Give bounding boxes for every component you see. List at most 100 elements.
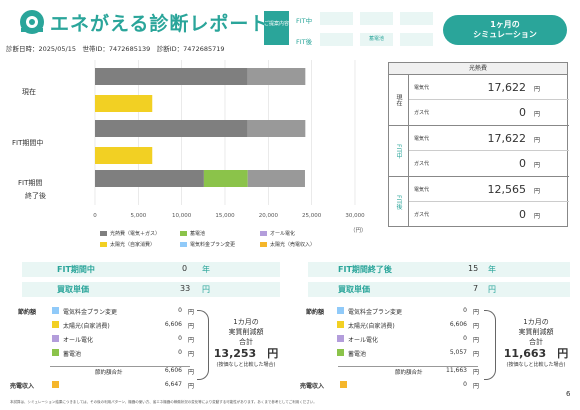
bill-row-value: 12,565 [487, 183, 527, 196]
legend-item: 電気料金プラン変更 [180, 241, 235, 248]
legend-item: 太陽光（売電収入） [260, 241, 315, 248]
chart-row-label-after-1: FIT期間 [18, 179, 43, 187]
bar-chart: 0 5,000 10,000 15,000 20,000 25,000 30,000 [90, 60, 365, 220]
left-divider [50, 366, 190, 367]
fit-mid-cell-3 [400, 12, 433, 25]
right-sale-unit: 円 [473, 383, 480, 390]
right-savings-label: 節約額 [306, 309, 325, 316]
bar-segment [95, 147, 153, 164]
page-number: 6 [566, 390, 571, 398]
item-label: 電気料金プラン変更 [63, 309, 118, 316]
left-savings-label: 節約額 [18, 309, 37, 316]
bill-row: ガス代 0 円 [409, 151, 569, 176]
right-price-value: 7 [473, 284, 479, 293]
item-unit: 円 [473, 309, 480, 316]
legend-label: 光熱費（電気＋ガス） [110, 231, 161, 237]
bar-segment [95, 120, 248, 137]
left-price-value: 33 [180, 284, 191, 293]
x-tick-label: 10,000 [172, 213, 192, 219]
left-sale-value: 6,647 [164, 381, 182, 388]
item-swatch [337, 307, 344, 314]
left-summary-l1: 1カ月の [233, 318, 259, 326]
footnote: 本試算は、シミュレーション結果につきましては、その後の利用パターン、機器の使い方… [10, 400, 317, 404]
bill-section-label: 現在 [389, 75, 409, 125]
item-label: オール電化 [63, 337, 94, 344]
logo-icon [18, 8, 46, 36]
left-subtotal-unit: 円 [188, 369, 195, 376]
item-swatch [52, 335, 59, 342]
left-band-value: 0 [182, 264, 188, 273]
left-subtotal-label: 節約額合計 [95, 370, 123, 376]
item-label: 太陽光(自家消費) [63, 323, 110, 330]
item-value: 0 [463, 307, 467, 314]
fit-mid-label: FIT中 [296, 17, 313, 25]
right-sale-label: 売電収入 [300, 383, 325, 390]
item-value: 0 [178, 335, 182, 342]
bar-segment [95, 170, 204, 187]
chart-svg: 0 5,000 10,000 15,000 20,000 25,000 30,000 [93, 60, 365, 219]
left-summary: 1カ月の 実質削減額 合計 13,253 円 (按価なしと比較した場合) [210, 317, 282, 370]
x-tick-label: 30,000 [345, 213, 365, 219]
bill-row-unit: 円 [534, 137, 541, 144]
left-sale-unit: 円 [188, 383, 195, 390]
bill-row-value: 0 [519, 208, 526, 221]
legend-item: オール電化 [260, 230, 295, 237]
pill-line-2: シミュレーション [473, 30, 537, 39]
right-subtotal-label: 節約額合計 [395, 370, 423, 376]
right-summary-l3: 合計 [529, 338, 543, 346]
chart-row-label-after: FIT期間 終了後 [18, 177, 78, 203]
left-summary-note: (按価なしと比較した場合) [216, 362, 276, 368]
item-swatch [52, 321, 59, 328]
bar-segment [203, 170, 248, 187]
item-unit: 円 [188, 351, 195, 358]
right-summary-value: 11,663 [503, 347, 547, 360]
bill-row-unit: 円 [534, 111, 541, 118]
left-band-unit: 年 [202, 265, 210, 274]
x-tick-label: 5,000 [130, 213, 146, 219]
item-value: 6,606 [449, 321, 467, 328]
legend-swatch [180, 242, 187, 247]
x-tick-label: 15,000 [215, 213, 235, 219]
right-summary-note: (按価なしと比較した場合) [506, 362, 566, 368]
bar-segment [95, 68, 248, 85]
item-label: 電気料金プラン変更 [348, 309, 403, 316]
left-sale-label: 売電収入 [10, 383, 35, 390]
x-tick-label: 25,000 [302, 213, 322, 219]
left-summary-unit: 円 [267, 347, 279, 360]
left-price-unit: 円 [202, 285, 210, 294]
bill-row-key: 電気代 [414, 187, 430, 193]
x-tick-label: 20,000 [259, 213, 279, 219]
pill-line-1: 1ヶ月の [490, 20, 520, 29]
legend-swatch [260, 242, 267, 247]
legend-item: 蓄電池 [180, 230, 205, 237]
legend-swatch [100, 242, 107, 247]
right-summary-unit: 円 [557, 347, 569, 360]
legend-item: 光熱費（電気＋ガス） [100, 230, 160, 237]
x-tick-label: 0 [93, 213, 97, 219]
bill-table: 光熱費 現在 電気代 17,622 円 ガス代 0 円 FIT中 電気代 17,622 円 … [388, 62, 569, 227]
item-swatch [337, 321, 344, 328]
item-label: 蓄電池 [63, 351, 82, 358]
right-summary-l2: 実質削減額 [518, 328, 554, 336]
item-label: 太陽光(自家消費) [348, 323, 395, 330]
right-band-label: FIT期間終了後 [338, 265, 392, 274]
bill-row-value: 17,622 [487, 132, 527, 145]
x-unit-label: （円） [350, 228, 367, 234]
item-value: 5,057 [449, 349, 467, 356]
right-divider [338, 366, 478, 367]
legend-label: 蓄電池 [190, 231, 206, 237]
item-label: 蓄電池 [348, 351, 367, 358]
bill-row: 電気代 17,622 円 [409, 126, 569, 151]
bill-row: ガス代 0 円 [409, 100, 569, 125]
right-summary-l1: 1カ月の [523, 318, 549, 326]
bill-row-key: ガス代 [414, 161, 430, 167]
fit-after-cell-1 [320, 33, 353, 46]
item-value: 6,606 [164, 321, 182, 328]
right-sale-swatch [340, 381, 347, 388]
chart-row-label-fit: FIT期間中 [12, 139, 44, 147]
fit-mid-cell-1 [320, 12, 353, 25]
left-price-label: 買取単価 [57, 285, 89, 294]
item-unit: 円 [473, 351, 480, 358]
bill-section-label: FIT中 [389, 126, 409, 176]
left-summary-l3: 合計 [239, 338, 253, 346]
